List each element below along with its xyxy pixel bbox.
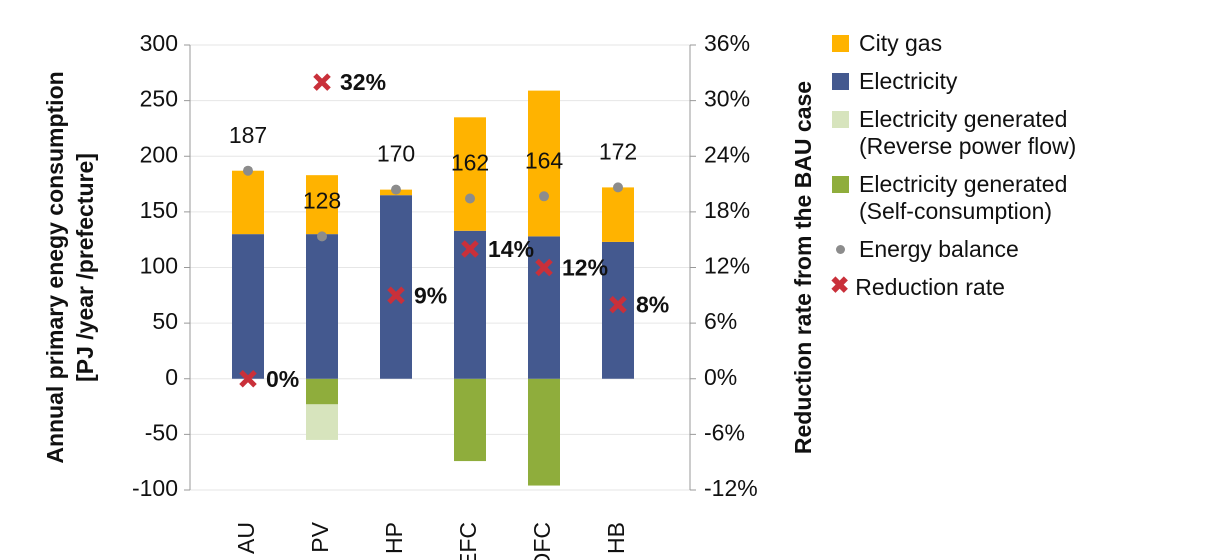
x-tick-label: AU bbox=[233, 522, 259, 554]
data-label: 162 bbox=[451, 150, 489, 176]
y2-axis-title: Reduction rate from the BAU case bbox=[790, 81, 816, 454]
data-label: 32% bbox=[340, 69, 386, 95]
legend-swatch bbox=[836, 245, 845, 254]
data-label: 8% bbox=[636, 292, 669, 318]
bar-segment bbox=[380, 195, 412, 379]
y-tick-label: 300 bbox=[140, 30, 178, 56]
y2-tick-label: 6% bbox=[704, 308, 737, 334]
bar-segment bbox=[602, 241, 634, 379]
bar-segment bbox=[306, 404, 338, 440]
y2-tick-label: 24% bbox=[704, 141, 750, 167]
reduction-marker bbox=[461, 240, 479, 258]
bar-segment bbox=[232, 234, 264, 379]
chart: -100 -50 0 50 100 150 200 250 300 -12% -6% 0% 6% 12% 1… bbox=[42, 30, 816, 560]
cross bbox=[387, 286, 405, 305]
y-tick-label: -100 bbox=[132, 475, 178, 501]
reduction-marker bbox=[535, 258, 553, 277]
legend-item: Electricity generated (Reverse power flo… bbox=[828, 106, 1128, 160]
energy-balance-dot bbox=[317, 231, 327, 242]
reduction-marker bbox=[313, 73, 331, 91]
bar-segment bbox=[306, 234, 338, 379]
data-label: 12% bbox=[562, 255, 608, 281]
bar-segment bbox=[454, 378, 486, 462]
legend-label: Energy balance bbox=[859, 236, 1019, 262]
bar-segment bbox=[528, 90, 560, 237]
legend-swatch bbox=[832, 73, 849, 90]
legend-item: Electricity generated (Self-consumption) bbox=[828, 171, 1128, 225]
legend-swatch bbox=[832, 35, 849, 52]
data-label: 187 bbox=[229, 122, 267, 148]
x-tick-label: PV bbox=[307, 521, 333, 552]
y-axis-title: Annual primary enegy consumption [PJ /yea… bbox=[42, 71, 98, 463]
x-tick-label: EFC bbox=[455, 522, 481, 560]
legend-label: Electricity generated (Self-consumption) bbox=[859, 171, 1068, 224]
bar-segment bbox=[602, 187, 634, 242]
y2-tick-label: -6% bbox=[704, 419, 745, 445]
bar-segment bbox=[454, 117, 486, 231]
energy-balance-dot bbox=[539, 191, 549, 202]
y-tick-label: 150 bbox=[140, 197, 178, 223]
y2-tick-label: 36% bbox=[704, 30, 750, 56]
legend-label: Electricity generated (Reverse power flo… bbox=[859, 106, 1077, 159]
legend-item: City gas bbox=[828, 30, 1128, 57]
bar-segment bbox=[306, 378, 338, 405]
y-tick-label: 50 bbox=[152, 308, 178, 334]
legend-label: Reduction rate bbox=[855, 274, 1005, 300]
legend-label: City gas bbox=[859, 30, 943, 56]
data-label: 0% bbox=[266, 366, 299, 392]
energy-balance-dot bbox=[465, 193, 475, 204]
legend: City gas Electricity Electricity generated… bbox=[828, 30, 1128, 312]
x-tick-label: OFC bbox=[529, 522, 555, 560]
x-tick-label: HP bbox=[381, 522, 407, 554]
cross bbox=[461, 240, 479, 258]
legend-item: Electricity bbox=[828, 68, 1128, 95]
data-label: 128 bbox=[303, 187, 341, 213]
y-tick-label: 0 bbox=[165, 364, 178, 390]
cross bbox=[535, 258, 553, 277]
cross bbox=[239, 369, 257, 388]
y2-tick-label: 30% bbox=[704, 86, 750, 112]
y-tick-label: 200 bbox=[140, 141, 178, 167]
data-label: 14% bbox=[488, 236, 534, 262]
reduction-marker bbox=[609, 295, 627, 314]
legend-item: ✖ Reduction rate bbox=[828, 274, 1128, 301]
bar-segment bbox=[306, 175, 338, 235]
x-tick-label: HB bbox=[603, 522, 629, 554]
legend-swatch bbox=[832, 111, 849, 128]
bar-segment bbox=[528, 378, 560, 486]
data-label: 170 bbox=[377, 141, 415, 167]
energy-balance-dot bbox=[613, 182, 623, 193]
legend-swatch bbox=[832, 176, 849, 193]
cross bbox=[609, 295, 627, 314]
bar-segment bbox=[454, 230, 486, 379]
data-label: 164 bbox=[525, 147, 564, 173]
y-tick-label: 250 bbox=[140, 86, 178, 112]
y2-tick-label: 12% bbox=[704, 253, 750, 279]
energy-balance-dot bbox=[243, 165, 253, 176]
y2-tick-label: 18% bbox=[704, 197, 750, 223]
legend-item: Energy balance bbox=[828, 236, 1128, 263]
data-label: 172 bbox=[599, 138, 637, 164]
energy-balance-dot bbox=[391, 184, 401, 195]
legend-swatch: ✖ bbox=[830, 272, 850, 298]
legend-label: Electricity bbox=[859, 68, 958, 94]
cross bbox=[313, 73, 331, 91]
bar-segment bbox=[232, 170, 264, 235]
data-label: 9% bbox=[414, 282, 447, 308]
bar-segment bbox=[528, 236, 560, 379]
y-tick-label: -50 bbox=[145, 419, 178, 445]
reduction-marker bbox=[387, 286, 405, 305]
y2-tick-label: -12% bbox=[704, 475, 758, 501]
reduction-marker bbox=[239, 369, 257, 388]
y2-tick-label: 0% bbox=[704, 364, 737, 390]
y-tick-label: 100 bbox=[140, 253, 178, 279]
